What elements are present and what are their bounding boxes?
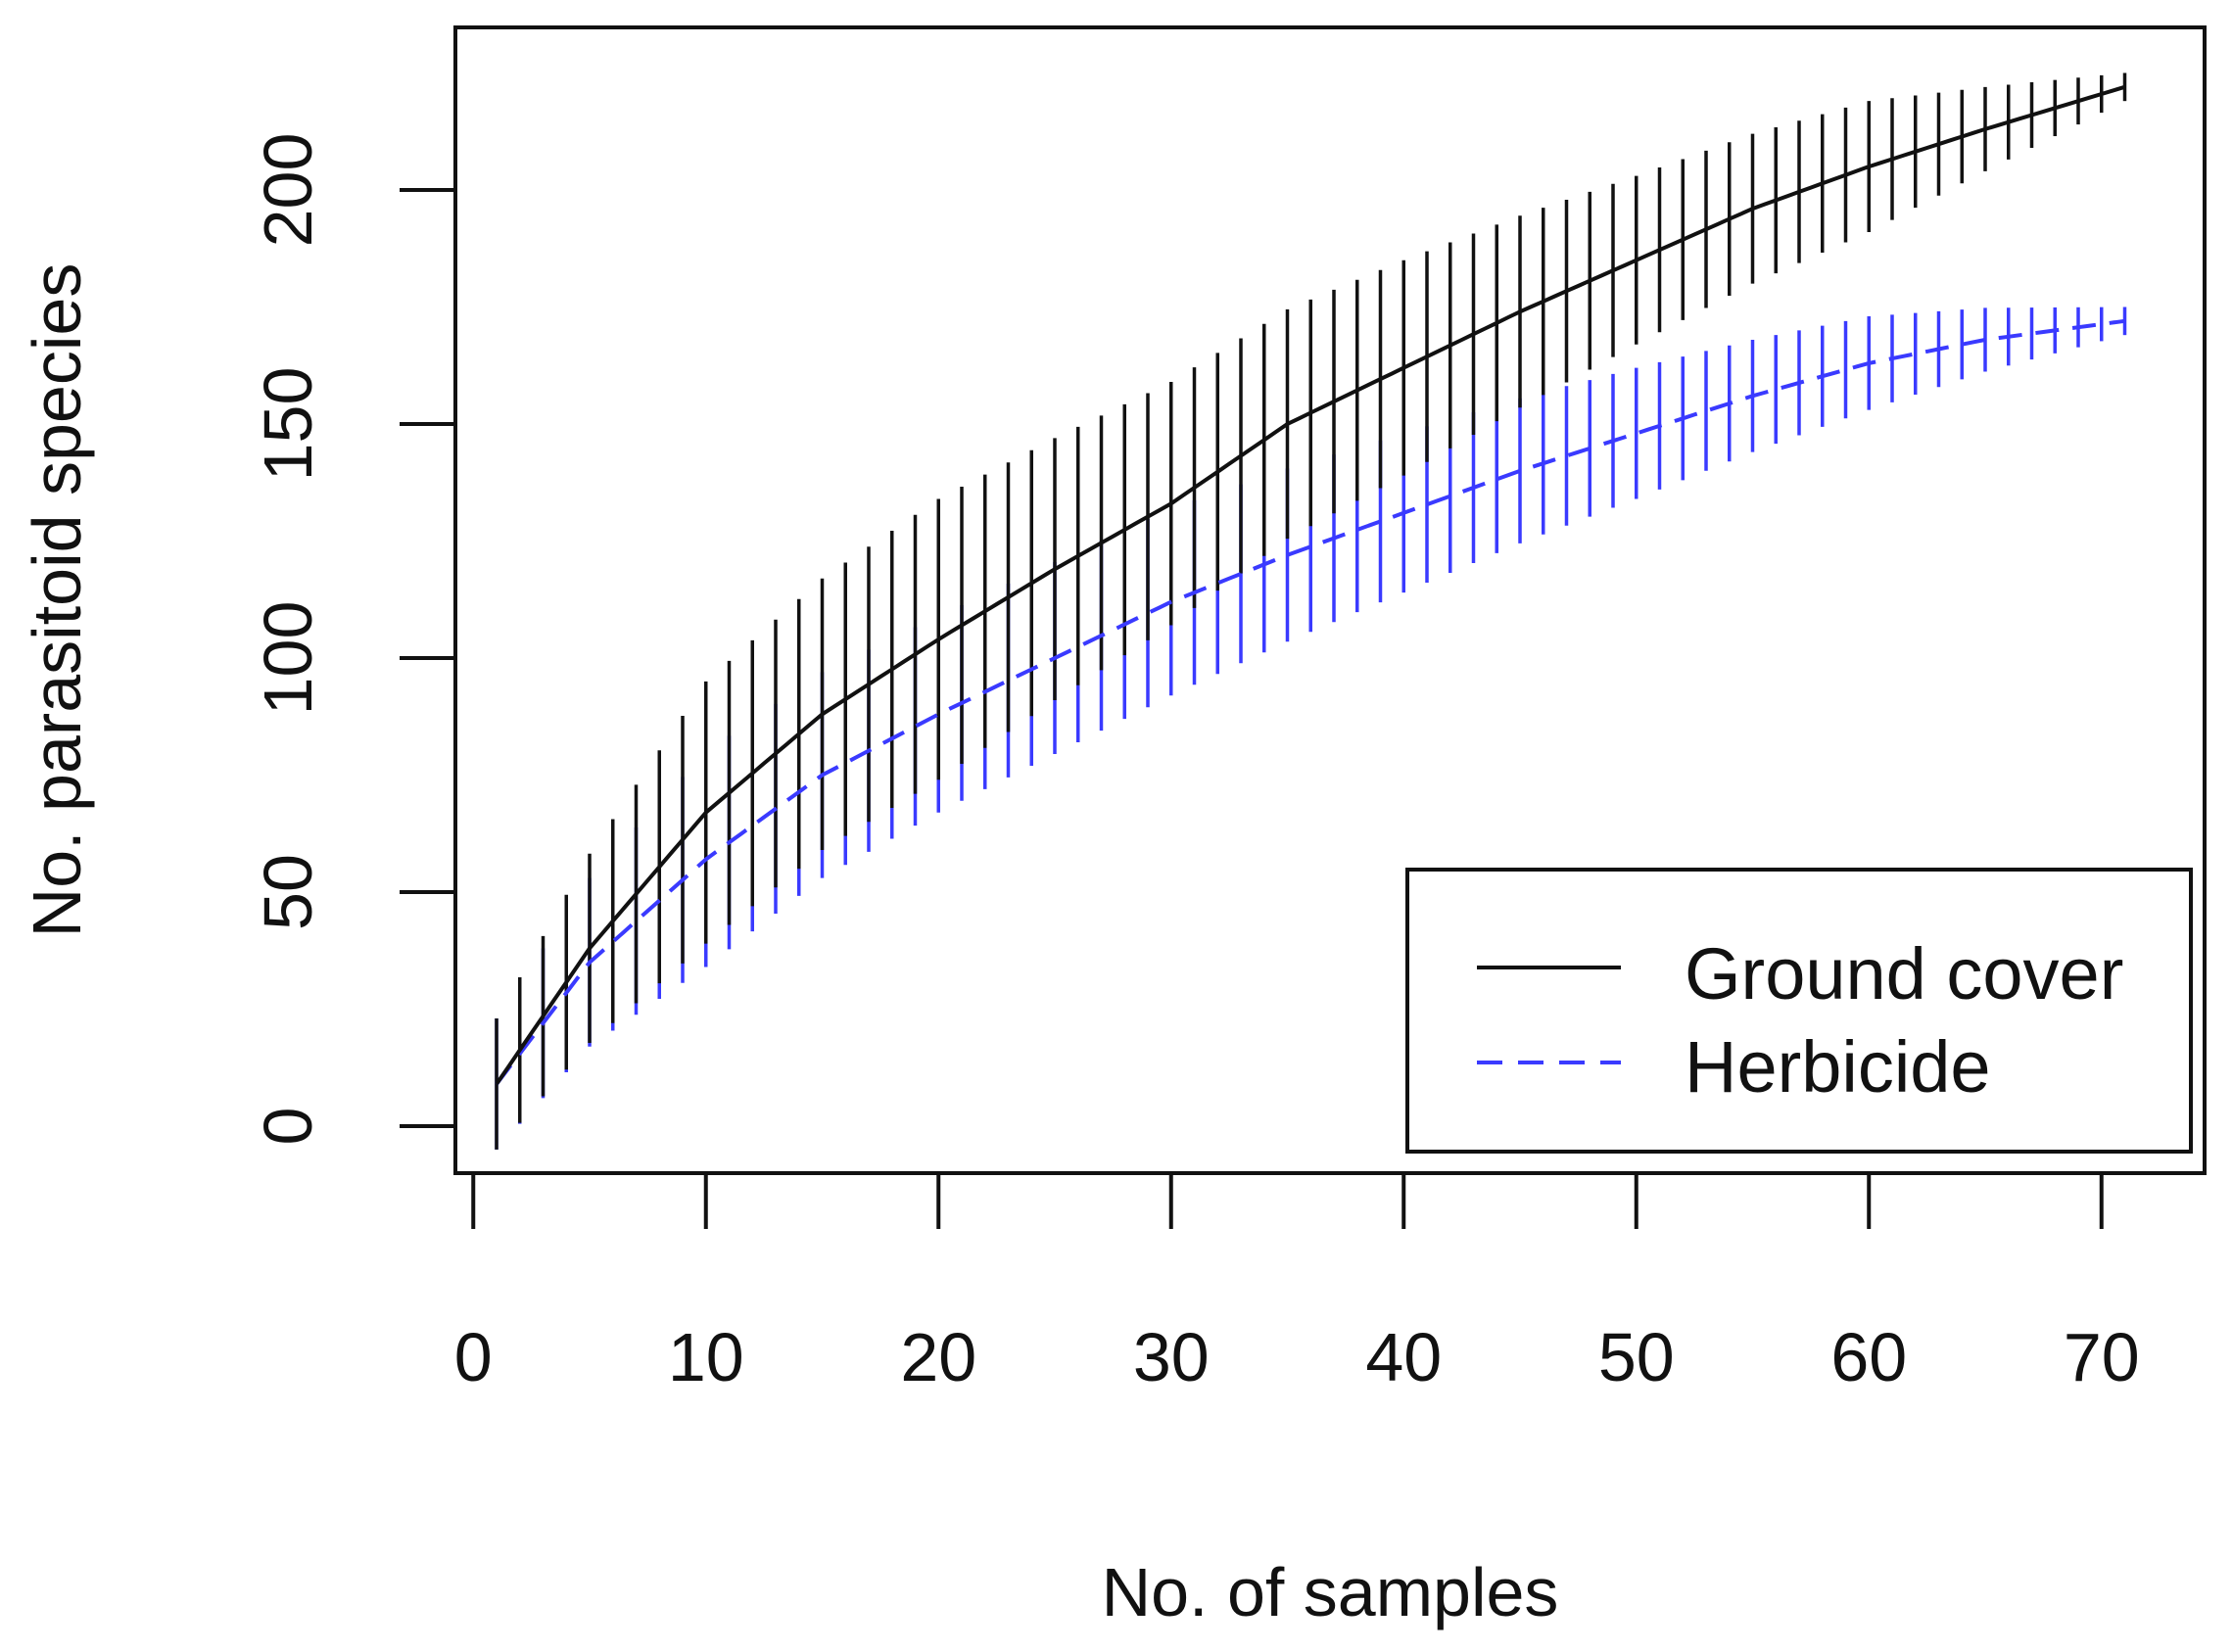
series-line-ground-cover (495, 84, 2126, 1086)
x-tick-label: 10 (668, 1319, 744, 1395)
y-tick-label: 200 (250, 133, 326, 248)
series-line-herbicide (495, 318, 2125, 1086)
x-tick-label: 50 (1598, 1319, 1675, 1395)
x-axis-title: No. of samples (1102, 1554, 1559, 1630)
y-axis-title: No. parasitoid species (19, 263, 95, 938)
legend-box (1405, 868, 2193, 1154)
x-tick-label: 20 (900, 1319, 976, 1395)
x-tick-label: 70 (2064, 1319, 2140, 1395)
y-tick-label: 150 (250, 367, 326, 482)
axes-layer: 0 10 20 30 40 50 60 70 0 50 100 150 200 (250, 133, 2140, 1395)
x-tick-label: 30 (1133, 1319, 1210, 1395)
y-tick-label: 100 (250, 601, 326, 716)
legend-label-ground-cover: Ground cover (1685, 933, 2123, 1015)
legend-label-herbicide: Herbicide (1685, 1026, 1991, 1108)
y-axis: 0 50 100 150 200 (250, 133, 455, 1146)
x-tick-label: 60 (1830, 1319, 1907, 1395)
curves-layer (495, 72, 2127, 1150)
x-axis: 0 10 20 30 40 50 60 70 (454, 1171, 2140, 1395)
x-tick-label: 40 (1365, 1319, 1442, 1395)
legend: Ground cover Herbicide (1405, 868, 2193, 1154)
y-tick-label: 50 (250, 854, 326, 930)
x-tick-label: 0 (454, 1319, 493, 1395)
y-tick-label: 0 (250, 1108, 326, 1146)
